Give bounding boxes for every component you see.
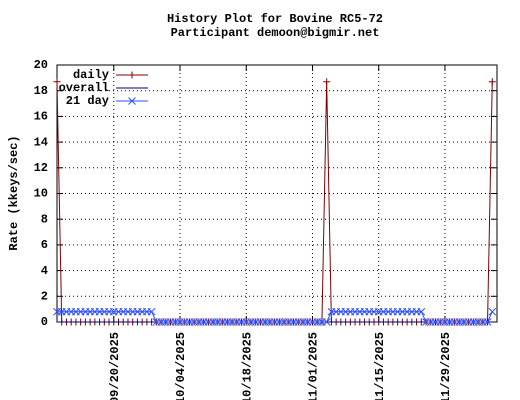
chart-subtitle: Participant demoon@bigmir.net [171,26,380,40]
y-axis-label: Rate (kkeys/sec) [7,135,21,250]
y-tick-label: 6 [41,238,48,252]
x-tick-label: 10/18/2025 [240,332,254,400]
y-tick-label: 8 [41,212,48,226]
y-tick-label: 12 [34,161,48,175]
y-tick-label: 0 [41,315,48,329]
point-marker [323,78,331,86]
legend-label: overall [59,81,109,95]
point-marker [128,97,136,105]
y-tick-label: 20 [34,58,48,72]
y-tick-label: 10 [34,187,48,201]
point-marker [147,307,156,316]
point-marker [488,307,497,316]
y-tick-label: 14 [34,135,48,149]
x-tick-label: 09/20/2025 [108,332,122,400]
x-tick-label: 10/04/2025 [174,332,188,400]
y-tick-label: 4 [41,264,48,278]
y-tick-label: 2 [41,289,48,303]
point-marker [53,78,61,86]
x-tick-label: 11/29/2025 [439,332,453,400]
point-marker [488,78,496,86]
legend-label: daily [73,68,109,82]
y-tick-label: 16 [34,110,48,124]
y-tick-label: 18 [34,84,48,98]
point-marker [128,71,136,79]
x-tick-label: 11/15/2025 [373,332,387,400]
legend-label: 21 day [66,94,109,108]
point-marker [417,307,426,316]
x-tick-label: 11/01/2025 [307,332,321,400]
point-marker [483,318,492,326]
chart-title: History Plot for Bovine RC5-72 [167,12,383,26]
point-marker [322,318,331,326]
